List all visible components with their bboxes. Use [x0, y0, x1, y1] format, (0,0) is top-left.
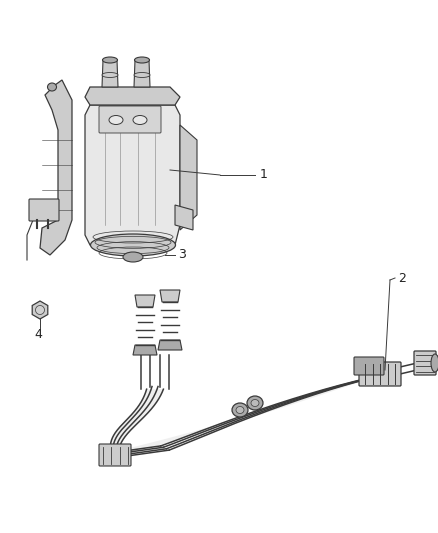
FancyBboxPatch shape — [29, 199, 59, 221]
FancyBboxPatch shape — [414, 351, 436, 375]
Ellipse shape — [251, 400, 259, 407]
Polygon shape — [160, 290, 180, 302]
Ellipse shape — [123, 252, 143, 262]
FancyBboxPatch shape — [359, 362, 401, 386]
FancyBboxPatch shape — [99, 444, 131, 466]
Polygon shape — [102, 60, 118, 87]
Ellipse shape — [134, 72, 150, 77]
Polygon shape — [85, 87, 180, 105]
Polygon shape — [158, 340, 182, 350]
Text: 4: 4 — [34, 328, 42, 342]
Polygon shape — [40, 80, 72, 255]
Ellipse shape — [109, 116, 123, 125]
Polygon shape — [134, 60, 150, 87]
Ellipse shape — [232, 403, 248, 417]
Ellipse shape — [134, 57, 149, 63]
Ellipse shape — [236, 407, 244, 414]
Ellipse shape — [102, 72, 118, 77]
Text: 3: 3 — [178, 248, 186, 262]
Polygon shape — [175, 205, 193, 230]
Ellipse shape — [35, 305, 45, 314]
Polygon shape — [32, 301, 48, 319]
Ellipse shape — [102, 57, 117, 63]
Text: 2: 2 — [398, 271, 406, 285]
FancyBboxPatch shape — [354, 357, 384, 375]
FancyBboxPatch shape — [99, 106, 161, 133]
Ellipse shape — [47, 83, 57, 91]
Ellipse shape — [91, 234, 176, 256]
Polygon shape — [180, 125, 197, 230]
Ellipse shape — [247, 396, 263, 410]
Ellipse shape — [133, 116, 147, 125]
Polygon shape — [133, 345, 157, 355]
Ellipse shape — [431, 354, 438, 372]
Polygon shape — [110, 378, 371, 457]
Polygon shape — [85, 105, 180, 245]
Text: 1: 1 — [260, 168, 268, 182]
Polygon shape — [135, 295, 155, 307]
